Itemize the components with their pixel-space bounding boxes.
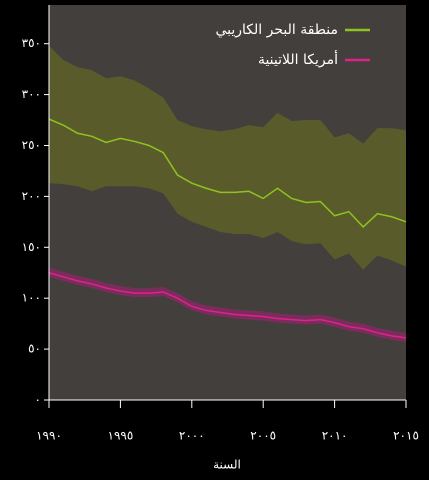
y-tick-label: ٢٠٠ xyxy=(22,189,41,203)
y-tick-label: ٠ xyxy=(35,393,41,407)
legend-label: منطقة البحر الكاريبي xyxy=(215,22,338,38)
series-line xyxy=(48,118,407,228)
y-tick-label: ٣٥٠ xyxy=(22,36,41,50)
confidence-band xyxy=(49,267,406,342)
y-tick-label: ٢٥٠ xyxy=(22,138,41,152)
x-tick-label: ١٩٩٥ xyxy=(108,429,134,443)
y-tick-label: ٣٠٠ xyxy=(22,87,41,101)
x-axis-label: السنة xyxy=(213,458,241,472)
legend-label: أمريكا اللاتينية xyxy=(258,50,338,68)
x-tick-label: ٢٠١٥ xyxy=(393,429,419,443)
y-tick-label: ١٠٠ xyxy=(22,291,41,305)
confidence-band xyxy=(49,45,406,270)
series-line xyxy=(48,272,407,339)
x-tick-label: ١٩٩٠ xyxy=(36,429,62,443)
x-tick-label: ٢٠١٠ xyxy=(322,429,348,443)
y-tick-label: ٥٠ xyxy=(28,342,41,356)
y-tick-label: ١٥٠ xyxy=(22,240,41,254)
x-tick-label: ٢٠٠٠ xyxy=(179,429,205,443)
x-tick-label: ٢٠٠٥ xyxy=(250,429,276,443)
